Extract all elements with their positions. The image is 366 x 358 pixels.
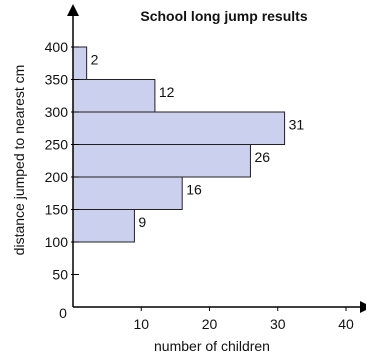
bar-value-label: 9 <box>138 214 146 230</box>
bar-value-label: 31 <box>289 116 305 132</box>
bars-group: 9 16 26 31 12 2 <box>72 46 305 243</box>
x-tick-label: 10 <box>133 316 149 332</box>
bar-150-200 <box>72 176 183 210</box>
y-tick-label: 200 <box>45 169 69 185</box>
chart-title: School long jump results <box>140 8 307 24</box>
y-tick-label: 250 <box>45 137 69 153</box>
y-axis-label: distance jumped to nearest cm <box>11 65 27 256</box>
y-tick-label: 300 <box>45 104 69 120</box>
x-axis-label: number of children <box>154 338 270 354</box>
bar-value-label: 16 <box>186 181 202 197</box>
x-tick-label: 30 <box>270 316 286 332</box>
x-tick-label: 20 <box>202 316 218 332</box>
x-tick-label: 40 <box>338 316 354 332</box>
bar-250-300 <box>72 111 286 145</box>
x-ticks-group: 10 20 30 40 <box>133 307 354 332</box>
y-tick-label: 50 <box>52 267 68 283</box>
y-ticks-group: 50 100 150 200 250 300 350 400 <box>45 39 79 283</box>
bar-200-250 <box>72 144 251 178</box>
bar-value-label: 26 <box>254 149 270 165</box>
bar-350-400 <box>72 46 88 80</box>
bar-value-label: 2 <box>91 51 99 67</box>
bar-value-label: 12 <box>159 84 175 100</box>
y-tick-label: 400 <box>45 39 69 55</box>
origin-label: 0 <box>59 305 67 321</box>
bar-300-350 <box>72 79 156 113</box>
y-tick-label: 100 <box>45 234 69 250</box>
y-tick-label: 150 <box>45 202 69 218</box>
bar-100-150 <box>72 209 135 243</box>
y-tick-label: 350 <box>45 72 69 88</box>
